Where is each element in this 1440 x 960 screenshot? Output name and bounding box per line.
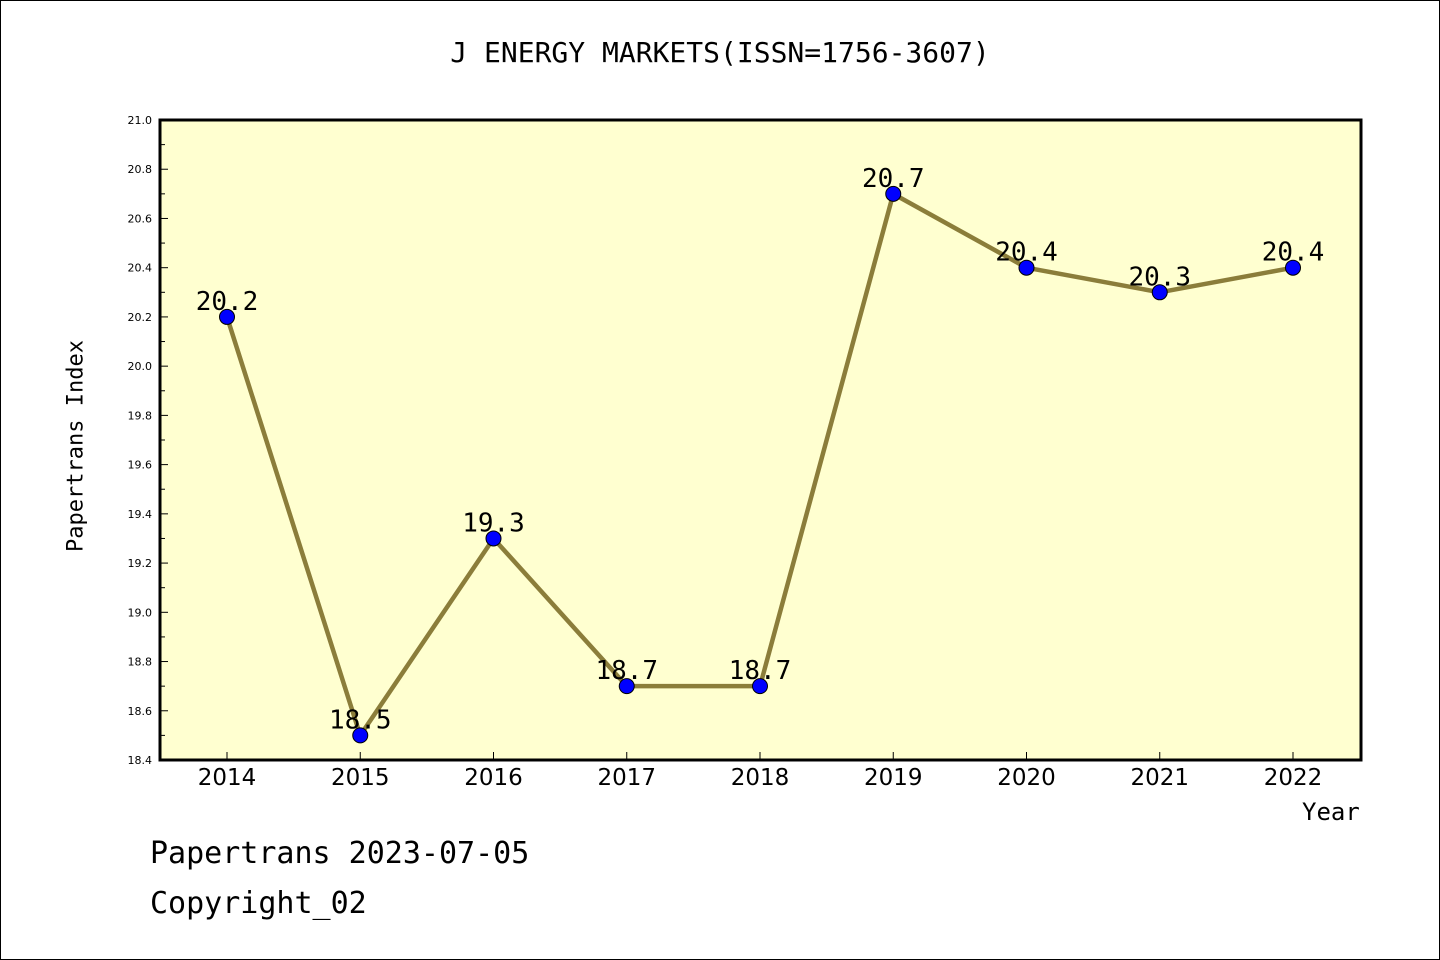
y-tick-label: 19.0 <box>128 606 153 619</box>
y-tick-label: 20.8 <box>128 163 153 176</box>
data-point <box>618 678 635 695</box>
x-tick-label: 2017 <box>597 765 656 791</box>
data-point <box>1018 259 1035 276</box>
footer-copyright: Copyright_02 <box>150 886 367 921</box>
data-point <box>885 185 902 202</box>
x-tick-label: 2015 <box>331 765 390 791</box>
x-tick-label: 2016 <box>464 765 523 791</box>
data-point <box>352 727 369 744</box>
data-label: 18.5 <box>329 705 392 735</box>
data-point <box>485 530 502 547</box>
x-tick-label: 2022 <box>1264 765 1323 791</box>
data-label: 20.4 <box>1262 238 1325 268</box>
y-tick-label: 19.2 <box>128 557 153 570</box>
data-point <box>752 678 768 695</box>
y-tick-label: 19.6 <box>128 459 153 472</box>
x-tick-label: 2014 <box>198 765 257 791</box>
y-tick-label: 18.6 <box>128 705 153 718</box>
footer-date: Papertrans 2023-07-05 <box>150 836 530 871</box>
y-tick-label: 21.0 <box>128 114 153 127</box>
y-tick-label: 18.8 <box>128 656 153 669</box>
data-point <box>1285 259 1301 276</box>
x-axis-label: Year <box>1302 798 1360 826</box>
data-label: 18.7 <box>595 656 658 686</box>
plot-border <box>158 118 1363 762</box>
data-label: 18.7 <box>729 656 792 686</box>
chart-title: J ENERGY MARKETS(ISSN=1756-3607) <box>450 36 990 69</box>
x-tick-label: 2018 <box>731 765 790 791</box>
data-label: 20.2 <box>196 287 259 317</box>
x-axis: 2014 2015 2016 2017 2018 2019 2020 2021 2022 <box>198 752 1323 791</box>
series-group: 20.2 18.5 19.3 18.7 18.7 20.7 20.4 20.3 20.4 <box>196 164 1325 744</box>
y-tick-label: 19.4 <box>128 508 153 521</box>
x-tick-label: 2021 <box>1130 765 1189 791</box>
x-tick-label: 2019 <box>864 765 923 791</box>
data-label: 20.4 <box>995 238 1058 268</box>
y-tick-label: 19.8 <box>128 409 153 422</box>
y-tick-label: 18.4 <box>128 754 153 767</box>
data-point <box>1151 284 1168 301</box>
y-axis: 18.4 18.6 18.8 19.0 19.2 19.4 19.6 19.8 20.0 20.2… <box>128 114 168 767</box>
y-tick-label: 20.6 <box>128 212 153 225</box>
y-tick-label: 20.2 <box>128 311 153 324</box>
data-label: 20.7 <box>862 164 925 194</box>
x-tick-label: 2020 <box>997 765 1056 791</box>
data-point <box>219 308 235 325</box>
y-tick-label: 20.4 <box>128 262 153 275</box>
y-tick-label: 20.0 <box>128 360 153 373</box>
data-label: 19.3 <box>462 508 525 538</box>
data-label: 20.3 <box>1128 262 1191 292</box>
plot-area <box>160 120 1361 760</box>
